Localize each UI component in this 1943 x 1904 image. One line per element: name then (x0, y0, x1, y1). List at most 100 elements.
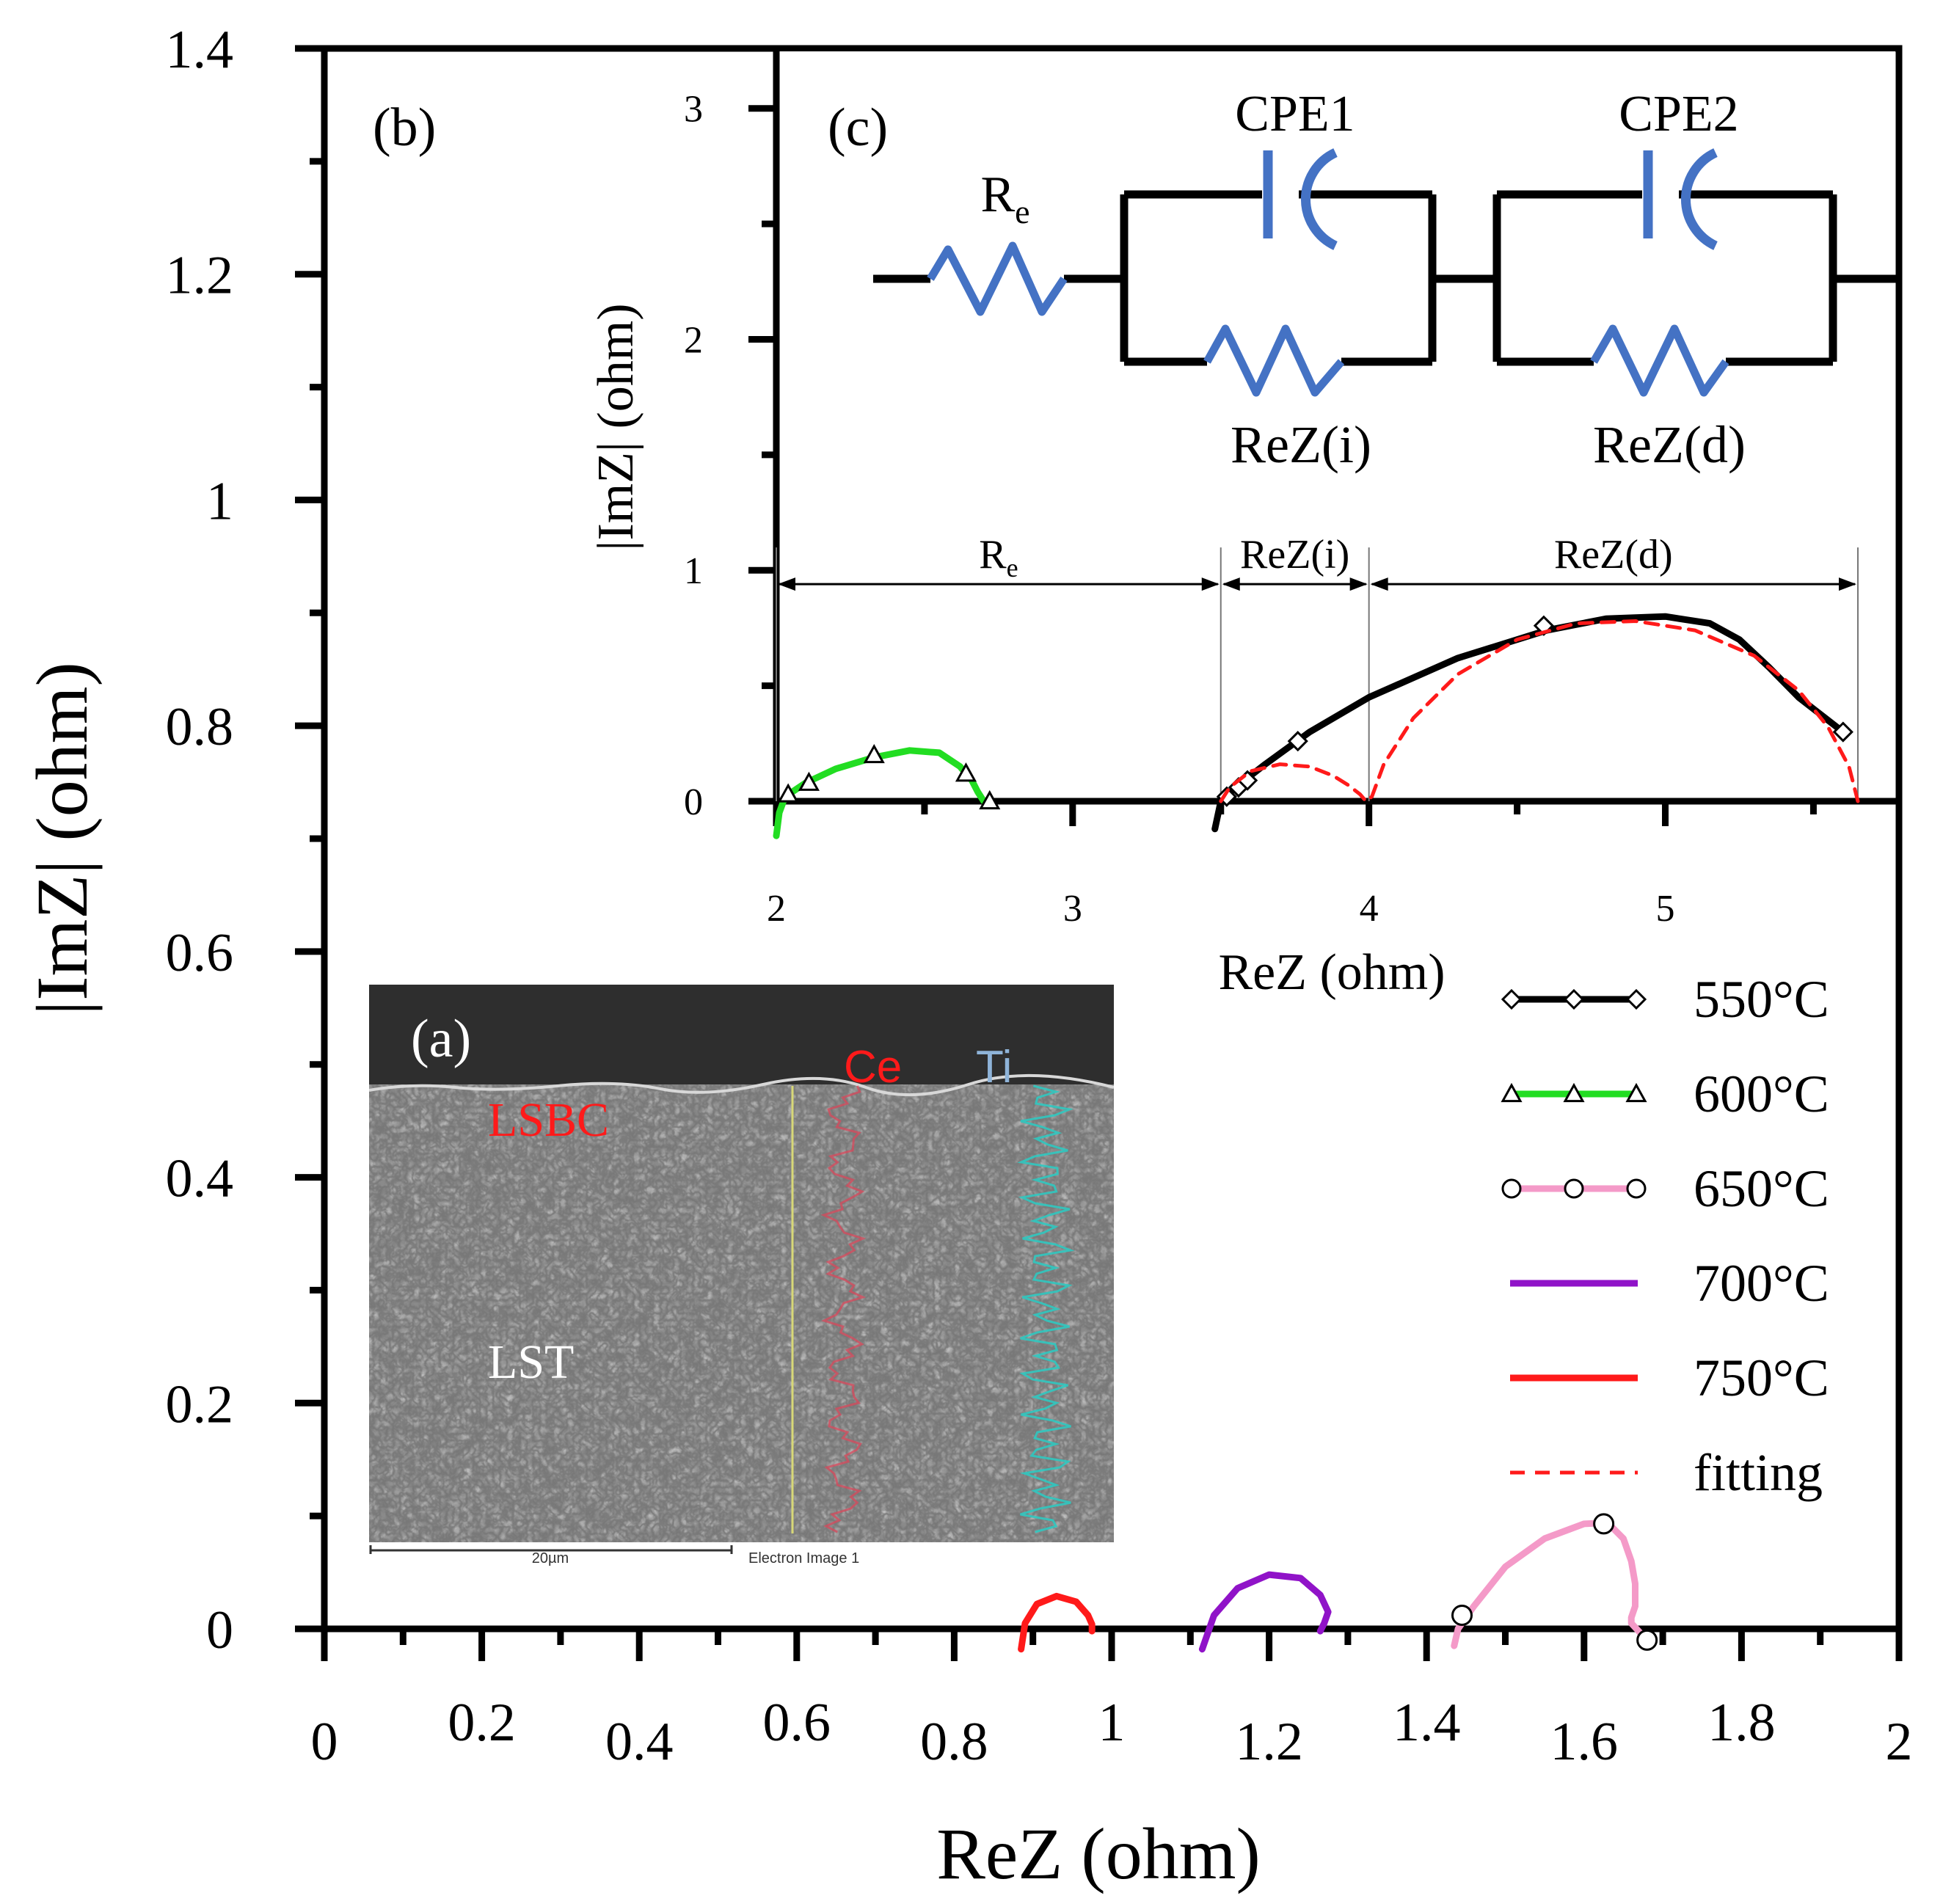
main-y-tick-label: 1.2 (166, 246, 234, 306)
dimension-arrowhead (1222, 577, 1240, 591)
scale-bar-label: 20µm (532, 1550, 569, 1566)
inset-series-600c-marker (863, 743, 885, 764)
inset-x-tick-label: 4 (1360, 888, 1379, 930)
inset-series-600c-marker (955, 762, 977, 782)
legend-swatch-marker (1501, 1178, 1522, 1199)
legend-swatch-marker (1563, 988, 1585, 1010)
main-x-tick-label: 1.6 (1550, 1712, 1619, 1772)
main-y-tick-labels: 0 0.2 0.4 0.6 0.8 1 1.2 1.4 (166, 20, 234, 1660)
inset-y-tick-labels: 0 1 2 3 (684, 89, 703, 823)
inset-x-tick-labels: 2 3 4 5 (767, 888, 1675, 930)
legend-item-550c: 550°C (1501, 970, 1829, 1029)
legend-swatch-marker (1563, 1082, 1585, 1103)
dimension-arrowhead (1370, 577, 1388, 591)
legend: 550°C 600°C 650°C 700°C 750°C fitting (1501, 970, 1829, 1502)
inset-y-axis-label: |ImZ| (ohm) (588, 303, 644, 550)
legend-item-label: 600°C (1694, 1065, 1829, 1123)
dimension-re-main: R (979, 532, 1007, 577)
legend-item-700c: 700°C (1510, 1254, 1829, 1313)
ti-linescan-trace (1017, 1084, 1075, 1533)
inset-series-600c-marker (979, 789, 1001, 810)
series-700c-line (1198, 1571, 1332, 1653)
dimension-re-label: Re (979, 532, 1018, 583)
legend-swatch-marker (1501, 988, 1523, 1010)
legend-item-650c: 650°C (1501, 1159, 1829, 1218)
lst-label: LST (488, 1335, 574, 1389)
dimension-annotations (776, 547, 1859, 801)
ti-label: Ti (976, 1042, 1012, 1093)
series-650c-marker (1451, 1605, 1473, 1627)
inset-series-600c-marker (777, 783, 799, 803)
main-y-tick-label: 0.8 (166, 697, 234, 757)
re-label: Re (980, 167, 1029, 230)
main-x-tick-labels: 0 0.2 0.4 0.6 0.8 1 1.2 1.4 1.6 1.8 2 (311, 1693, 1913, 1772)
inset-y-tick-label: 0 (684, 781, 703, 823)
main-series-layer (1018, 1513, 1658, 1653)
series-650c-marker (1636, 1629, 1658, 1651)
inset-series-600c-marker (798, 771, 820, 791)
main-x-tick-label: 1.4 (1393, 1693, 1461, 1753)
main-y-tick-label: 0 (206, 1600, 233, 1660)
legend-item-fitting: fitting (1510, 1443, 1823, 1502)
main-x-tick-label: 0.2 (448, 1693, 516, 1753)
main-x-tick-label: 0 (311, 1712, 338, 1772)
main-plot: 0 0.2 0.4 0.6 0.8 1 1.2 1.4 1.6 1.8 2 0 0.2 0.4 0.6 0.… (21, 20, 1913, 1894)
main-y-tick-label: 1.4 (166, 20, 234, 80)
series-650c-marker (1593, 1513, 1615, 1535)
micrograph-caption: Electron Image 1 (748, 1550, 859, 1566)
re-label-main: R (980, 167, 1015, 223)
inset-series-fitting-line (1219, 619, 1860, 803)
panel-b-label: (b) (373, 98, 436, 158)
inset-y-tick-label: 3 (684, 89, 703, 131)
main-y-ticks (295, 45, 324, 1633)
dimension-arrowhead (778, 577, 795, 591)
inset-plot: 2 3 4 5 0 1 2 3 ReZ (ohm) |ImZ| (ohm) (c) Re R… (588, 48, 1899, 1001)
main-x-tick-label: 2 (1886, 1712, 1913, 1772)
cpe1-arc-icon (1301, 148, 1338, 250)
sem-micrograph: 20µm Electron Image 1 (a) Ce Ti LSBC LST (369, 985, 1114, 1566)
dimension-arrowhead (1201, 577, 1220, 591)
legend-item-label: fitting (1694, 1443, 1823, 1502)
cpe1-label: CPE1 (1235, 86, 1355, 142)
inset-x-tick-label: 3 (1063, 888, 1082, 930)
legend-swatch-marker (1564, 1178, 1584, 1199)
cpe2-arc-icon (1681, 148, 1718, 250)
legend-item-750c: 750°C (1510, 1349, 1829, 1407)
ce-label: Ce (844, 1042, 902, 1093)
dimension-re-sub: e (1007, 553, 1018, 583)
series-750c-line (1018, 1592, 1096, 1653)
cpe2-label: CPE2 (1619, 86, 1738, 142)
main-x-tick-label: 0.8 (920, 1712, 988, 1772)
rezi-resistor-icon (1203, 324, 1345, 397)
main-y-tick-label: 0.6 (166, 923, 234, 983)
legend-swatch-marker (1626, 1178, 1647, 1199)
inset-x-axis-label: ReZ (ohm) (1218, 944, 1445, 1001)
legend-item-600c: 600°C (1501, 1065, 1829, 1123)
legend-item-label: 650°C (1694, 1159, 1829, 1218)
micrograph-surface-edge (369, 1073, 1114, 1097)
inset-series-layer (773, 613, 1860, 839)
legend-item-label: 700°C (1694, 1254, 1829, 1313)
inset-x-tick-label: 5 (1656, 888, 1675, 930)
inset-y-tick-label: 1 (684, 550, 703, 592)
main-y-axis-label: |ImZ| (ohm) (21, 662, 103, 1015)
inset-x-tick-label: 2 (767, 888, 786, 930)
equivalent-circuit: Re CPE1 CPE2 ReZ(i) ReZ(d) (873, 86, 1897, 474)
inset-y-tick-label: 2 (684, 319, 703, 361)
legend-item-label: 550°C (1694, 970, 1829, 1029)
re-resistor-icon (927, 241, 1068, 316)
main-y-tick-label: 1 (206, 471, 233, 531)
micrograph-pore-texture (369, 1084, 1114, 1542)
panel-a-label: (a) (411, 1009, 471, 1069)
main-x-tick-label: 0.4 (605, 1712, 674, 1772)
legend-swatch-marker (1501, 1082, 1523, 1103)
inset-y-ticks (748, 105, 776, 805)
main-x-ticks (321, 1629, 1903, 1661)
main-y-tick-label: 0.4 (166, 1149, 234, 1209)
micrograph-top-dark-band (369, 985, 1114, 1087)
ce-linescan-trace (820, 1085, 867, 1533)
series-650c-line (1451, 1519, 1651, 1649)
dimension-arrowhead (1349, 577, 1368, 591)
inset-background (776, 51, 1895, 822)
